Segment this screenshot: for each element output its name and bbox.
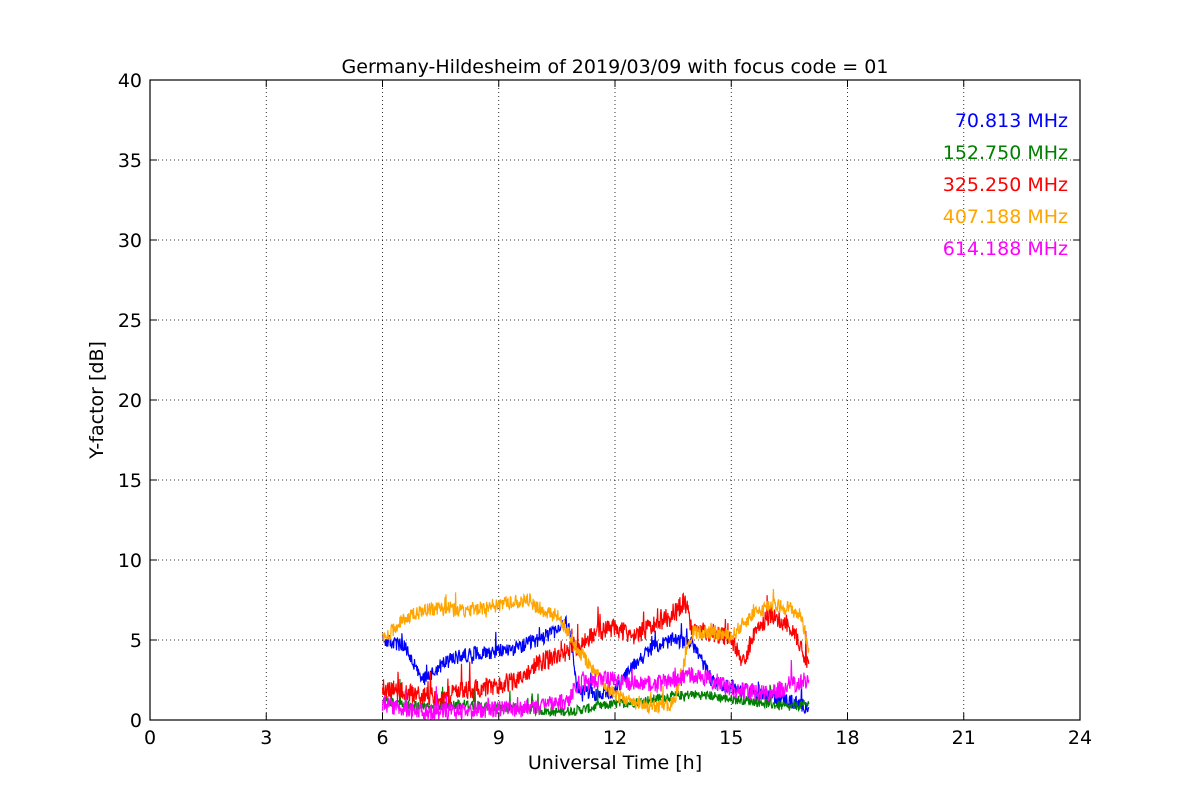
x-tick-label: 21 bbox=[952, 727, 976, 749]
legend-entry-3: 325.250 MHz bbox=[943, 174, 1068, 196]
x-tick-label: 15 bbox=[719, 727, 743, 749]
y-tick-label: 35 bbox=[118, 150, 142, 172]
y-tick-label: 0 bbox=[130, 710, 142, 732]
x-tick-label: 9 bbox=[493, 727, 505, 749]
legend: 70.813 MHz 152.750 MHz 325.250 MHz 407.188 … bbox=[943, 110, 1068, 260]
y-axis-title: Y-factor [dB] bbox=[86, 341, 108, 460]
tick-layer: 0 3 6 9 12 15 18 21 24 0 5 10 15 20 25 30 35 40 bbox=[118, 70, 1092, 749]
x-tick-label: 3 bbox=[260, 727, 272, 749]
x-axis-title: Universal Time [h] bbox=[528, 752, 702, 774]
legend-entry-1: 70.813 MHz bbox=[955, 110, 1068, 132]
x-tick-label: 18 bbox=[835, 727, 859, 749]
series-line-2 bbox=[381, 678, 810, 717]
legend-entry-4: 407.188 MHz bbox=[943, 206, 1068, 228]
series-line-3 bbox=[381, 592, 810, 706]
legend-entry-2: 152.750 MHz bbox=[943, 142, 1068, 164]
y-tick-label: 10 bbox=[118, 550, 142, 572]
x-tick-label: 24 bbox=[1068, 727, 1092, 749]
y-tick-label: 30 bbox=[118, 230, 142, 252]
legend-entry-5: 614.188 MHz bbox=[943, 238, 1068, 260]
series-line-4 bbox=[381, 588, 810, 715]
x-tick-label: 12 bbox=[603, 727, 627, 749]
y-tick-label: 15 bbox=[118, 470, 142, 492]
series-layer bbox=[381, 588, 810, 720]
chart-title: Germany-Hildesheim of 2019/03/09 with fo… bbox=[342, 56, 889, 78]
series-line-5 bbox=[381, 659, 810, 720]
y-tick-label: 5 bbox=[130, 630, 142, 652]
y-tick-label: 40 bbox=[118, 70, 142, 92]
y-tick-label: 20 bbox=[118, 390, 142, 412]
grid-layer bbox=[150, 80, 1080, 720]
y-tick-label: 25 bbox=[118, 310, 142, 332]
x-tick-label: 0 bbox=[144, 727, 156, 749]
x-tick-label: 6 bbox=[376, 727, 388, 749]
